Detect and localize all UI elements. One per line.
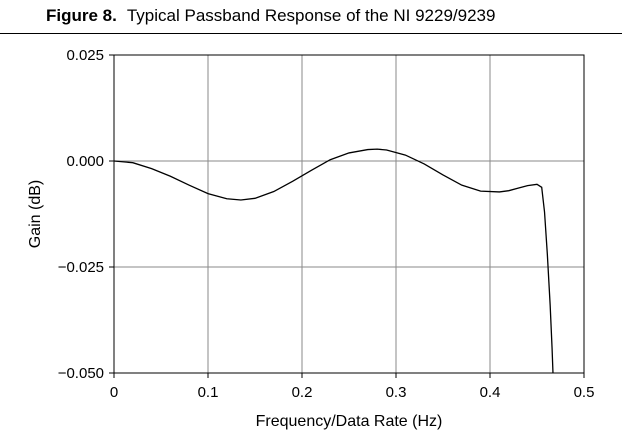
- x-tick-label: 0: [110, 384, 118, 401]
- y-axis-label: Gain (dB): [27, 180, 44, 248]
- x-tick-label: 0.5: [574, 384, 595, 401]
- axis-ticks: 0 0.1 0.2 0.3 0.4 0.5 0.025 0.000 −0.025 −0.050: [58, 47, 595, 401]
- y-tick-label: −0.050: [58, 365, 104, 382]
- y-tick-label: 0.025: [66, 47, 104, 64]
- x-axis-label: Frequency/Data Rate (Hz): [256, 413, 443, 430]
- x-tick-label: 0.2: [292, 384, 313, 401]
- x-tick-label: 0.3: [386, 384, 407, 401]
- grid: [114, 55, 584, 373]
- x-tick-label: 0.1: [198, 384, 219, 401]
- plot-frame: [113, 54, 585, 374]
- y-tick-label: 0.000: [66, 153, 104, 170]
- figure-number: Figure 8.: [46, 6, 117, 25]
- figure-title: Typical Passband Response of the NI 9229…: [126, 6, 496, 25]
- series-line-gain: [113, 148, 554, 374]
- x-tick-label: 0.4: [480, 384, 501, 401]
- figure-caption: Figure 8. Typical Passband Response of th…: [46, 6, 495, 26]
- caption-rule: [0, 33, 622, 34]
- y-tick-label: −0.025: [58, 259, 104, 276]
